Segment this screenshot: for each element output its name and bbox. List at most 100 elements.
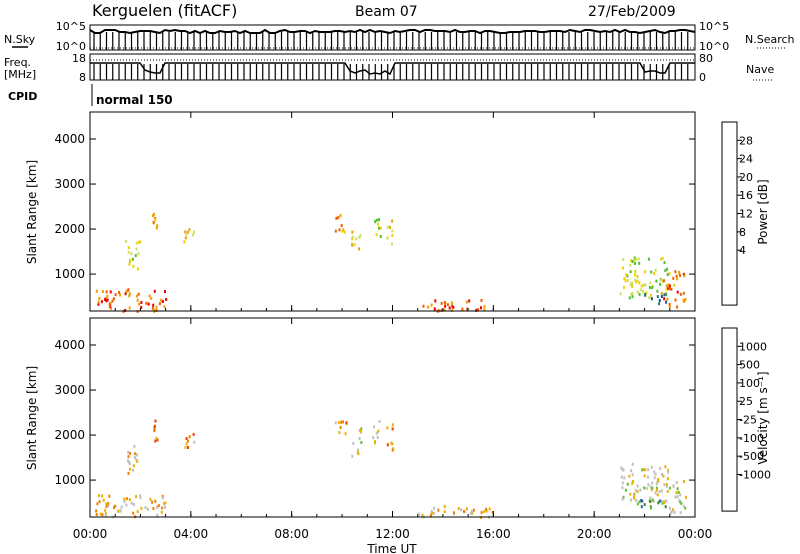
range-cell: [623, 285, 625, 289]
range-cell: [147, 302, 150, 306]
range-cell: [130, 501, 133, 505]
range-cell: [154, 439, 157, 443]
power-ylabel: Slant Range [km]: [25, 160, 39, 264]
range-cell: [378, 420, 381, 423]
range-cell: [96, 502, 99, 506]
range-cell: [665, 300, 668, 304]
velocity-y-tick-label: 2000: [54, 428, 85, 442]
range-cell: [660, 278, 663, 282]
range-cell: [630, 469, 633, 473]
power-colorbar-label: 12: [739, 208, 753, 221]
range-cell: [623, 277, 626, 281]
range-cell: [156, 438, 159, 442]
range-cell: [668, 272, 671, 276]
range-cell: [432, 511, 435, 515]
range-cell: [670, 287, 673, 291]
range-cell: [643, 503, 646, 507]
range-cell: [679, 493, 682, 497]
range-cell: [674, 298, 677, 302]
range-cell: [127, 459, 129, 463]
freq-tick-high: 18: [72, 52, 86, 65]
range-cell: [154, 419, 157, 423]
range-cell: [648, 286, 651, 289]
range-cell: [631, 295, 634, 299]
range-cell: [375, 233, 378, 237]
range-cell: [672, 276, 675, 280]
range-cell: [679, 511, 682, 515]
range-cell: [135, 247, 138, 251]
range-cell: [132, 468, 134, 472]
range-cell: [132, 264, 135, 268]
range-cell: [133, 444, 136, 448]
range-cell: [668, 287, 671, 291]
range-cell: [663, 297, 666, 301]
range-cell: [480, 299, 483, 302]
range-cell: [647, 475, 649, 479]
range-cell: [136, 267, 139, 271]
range-cell: [675, 481, 678, 484]
range-cell: [97, 302, 100, 306]
range-cell: [666, 477, 669, 481]
time-axis-labels: 00:00 04:00 08:00 12:00 16:00 20:00 00:00: [73, 527, 713, 541]
range-cell: [127, 450, 130, 454]
freq-label: Freq.: [4, 56, 31, 69]
velocity-colorbar: 1000 500 100 25 -25 -100 -500 -1000: [721, 327, 771, 512]
range-cell: [446, 303, 449, 307]
range-cell: [663, 500, 666, 504]
range-cell: [155, 226, 158, 230]
range-cell: [644, 293, 647, 297]
range-cell: [483, 510, 486, 513]
range-cell: [148, 294, 151, 298]
range-cell: [655, 482, 658, 486]
range-cell: [114, 293, 117, 297]
range-cell: [391, 448, 394, 452]
range-cell: [661, 473, 663, 476]
range-cell: [643, 270, 646, 274]
range-cell: [139, 496, 142, 500]
range-cell: [98, 500, 101, 504]
range-cell: [452, 305, 455, 309]
range-cell: [647, 468, 650, 472]
time-axis-label: Time UT: [366, 542, 417, 554]
range-cell: [98, 494, 100, 497]
range-cell: [488, 507, 491, 511]
range-cell: [127, 250, 130, 254]
range-cell: [642, 290, 645, 294]
range-cell: [654, 268, 657, 272]
range-cell: [658, 299, 661, 302]
range-cell: [159, 298, 162, 302]
range-cell: [440, 301, 443, 305]
range-cell: [650, 465, 653, 469]
range-cell: [188, 228, 191, 232]
range-cell: [433, 506, 436, 510]
range-cell: [104, 513, 107, 517]
range-cell: [666, 267, 669, 271]
range-cell: [491, 511, 494, 514]
range-cell: [658, 302, 661, 306]
velocity-ylabel: Slant Range [km]: [25, 366, 39, 470]
range-cell: [341, 420, 344, 424]
range-cell: [630, 292, 633, 296]
range-cell: [185, 437, 188, 440]
velocity-colorbar-label: Velocity [m s⁻¹]: [756, 371, 770, 464]
range-cell: [127, 455, 130, 459]
range-cell: [105, 290, 108, 294]
range-cell: [675, 491, 678, 495]
range-cell: [116, 509, 119, 513]
range-cell: [340, 420, 343, 424]
range-cell: [155, 436, 158, 440]
range-cell: [664, 505, 667, 509]
range-cell: [351, 243, 354, 247]
range-cell: [386, 426, 389, 430]
range-cell: [105, 504, 108, 508]
range-cell: [390, 441, 393, 445]
power-colorbar-label: 20: [739, 171, 753, 184]
velocity-panel: 1000 2000 3000 4000 Slant Range [km] 1000 50…: [25, 317, 771, 519]
range-cell: [188, 435, 191, 439]
power-y-tick-label: 1000: [54, 267, 85, 281]
range-cell: [144, 506, 147, 509]
range-cell: [185, 233, 188, 236]
range-cell: [128, 306, 131, 310]
range-cell: [644, 283, 647, 287]
